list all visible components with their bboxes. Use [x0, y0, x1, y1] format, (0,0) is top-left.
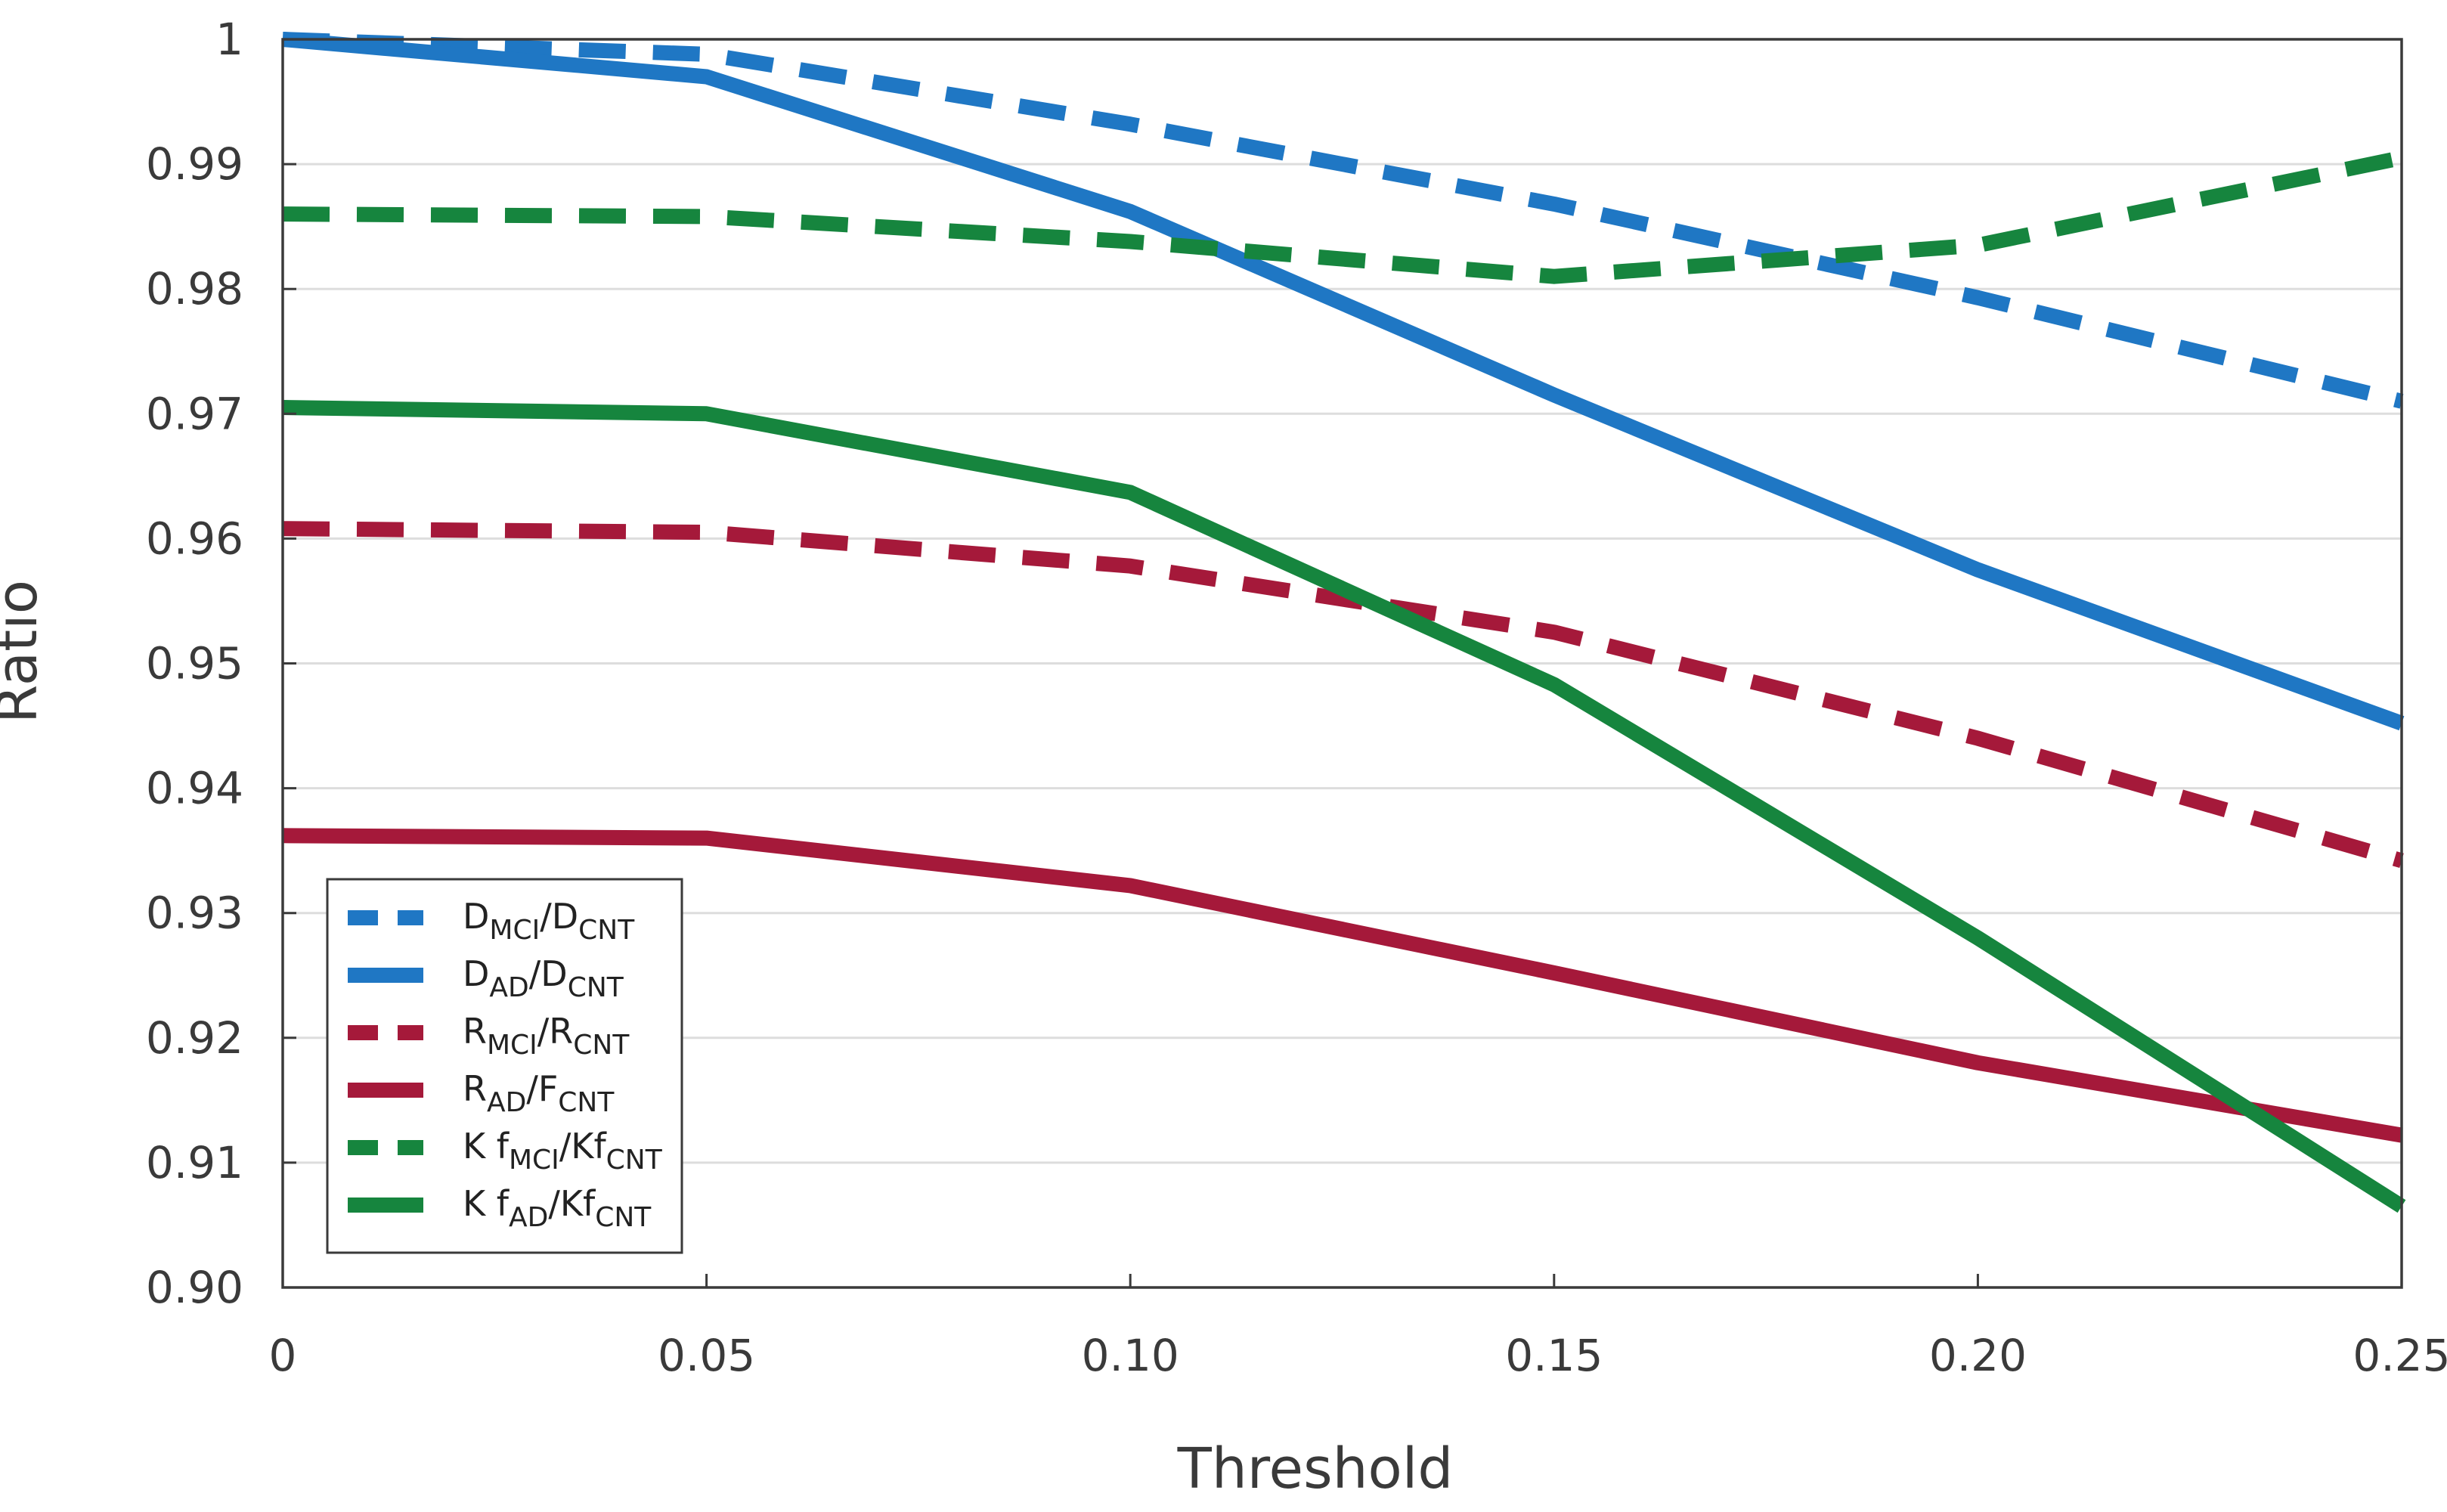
y-axis-label: Ratio	[0, 580, 50, 723]
series-line-r-mci-r-cnt	[282, 521, 2404, 869]
y-tick-label: 0.90	[146, 1262, 243, 1313]
x-tick-label: 0	[269, 1330, 297, 1381]
x-tick-label: 0.25	[2353, 1330, 2447, 1381]
series-line-kf-ad-kf-cnt	[282, 400, 2406, 1213]
x-tick-label: 0.20	[1929, 1330, 2027, 1381]
y-axis-ticks: 0.90 0.91 0.92 0.93 0.94 0.95 0.96 0.97 0.98 0.99…	[146, 14, 296, 1313]
legend-entry: K fAD/KfCNT	[463, 1183, 652, 1233]
y-tick-label: 0.97	[146, 388, 243, 439]
x-tick-label: 0.10	[1082, 1330, 1179, 1381]
legend-entry: RMCI/RCNT	[463, 1011, 630, 1061]
y-tick-label: 1	[215, 14, 243, 65]
series-line-r-ad-f-cnt	[282, 828, 2403, 1143]
x-axis-ticks: 0 0.05 0.10 0.15 0.20 0.25	[269, 1274, 2447, 1381]
series-lines	[282, 32, 2406, 1213]
x-tick-label: 0.15	[1505, 1330, 1603, 1381]
y-tick-label: 0.94	[146, 763, 243, 814]
y-tick-label: 0.99	[146, 138, 243, 190]
legend-entry: DMCI/DCNT	[463, 896, 635, 946]
legend-box	[326, 878, 683, 1254]
legend: DMCI/DCNT DAD/DCNT RMCI/RCNT RAD/FCNT K fMCI…	[326, 878, 683, 1254]
y-tick-label: 0.92	[146, 1012, 243, 1064]
series-line-kf-mci-kf-cnt	[282, 150, 2404, 284]
y-tick-label: 0.95	[146, 638, 243, 689]
y-tick-label: 0.96	[146, 513, 243, 564]
x-axis-label: Threshold	[1177, 1436, 1454, 1501]
legend-entry: DAD/DCNT	[463, 953, 624, 1003]
series-line-d-mci-d-cnt	[282, 32, 2404, 409]
legend-entry: K fMCI/KfCNT	[463, 1126, 663, 1176]
legend-entry: RAD/FCNT	[463, 1068, 615, 1118]
series-line-d-ad-d-cnt	[282, 32, 2405, 731]
y-tick-label: 0.91	[146, 1137, 243, 1188]
y-tick-label: 0.93	[146, 888, 243, 939]
y-tick-label: 0.98	[146, 263, 243, 314]
x-tick-label: 0.05	[658, 1330, 755, 1381]
